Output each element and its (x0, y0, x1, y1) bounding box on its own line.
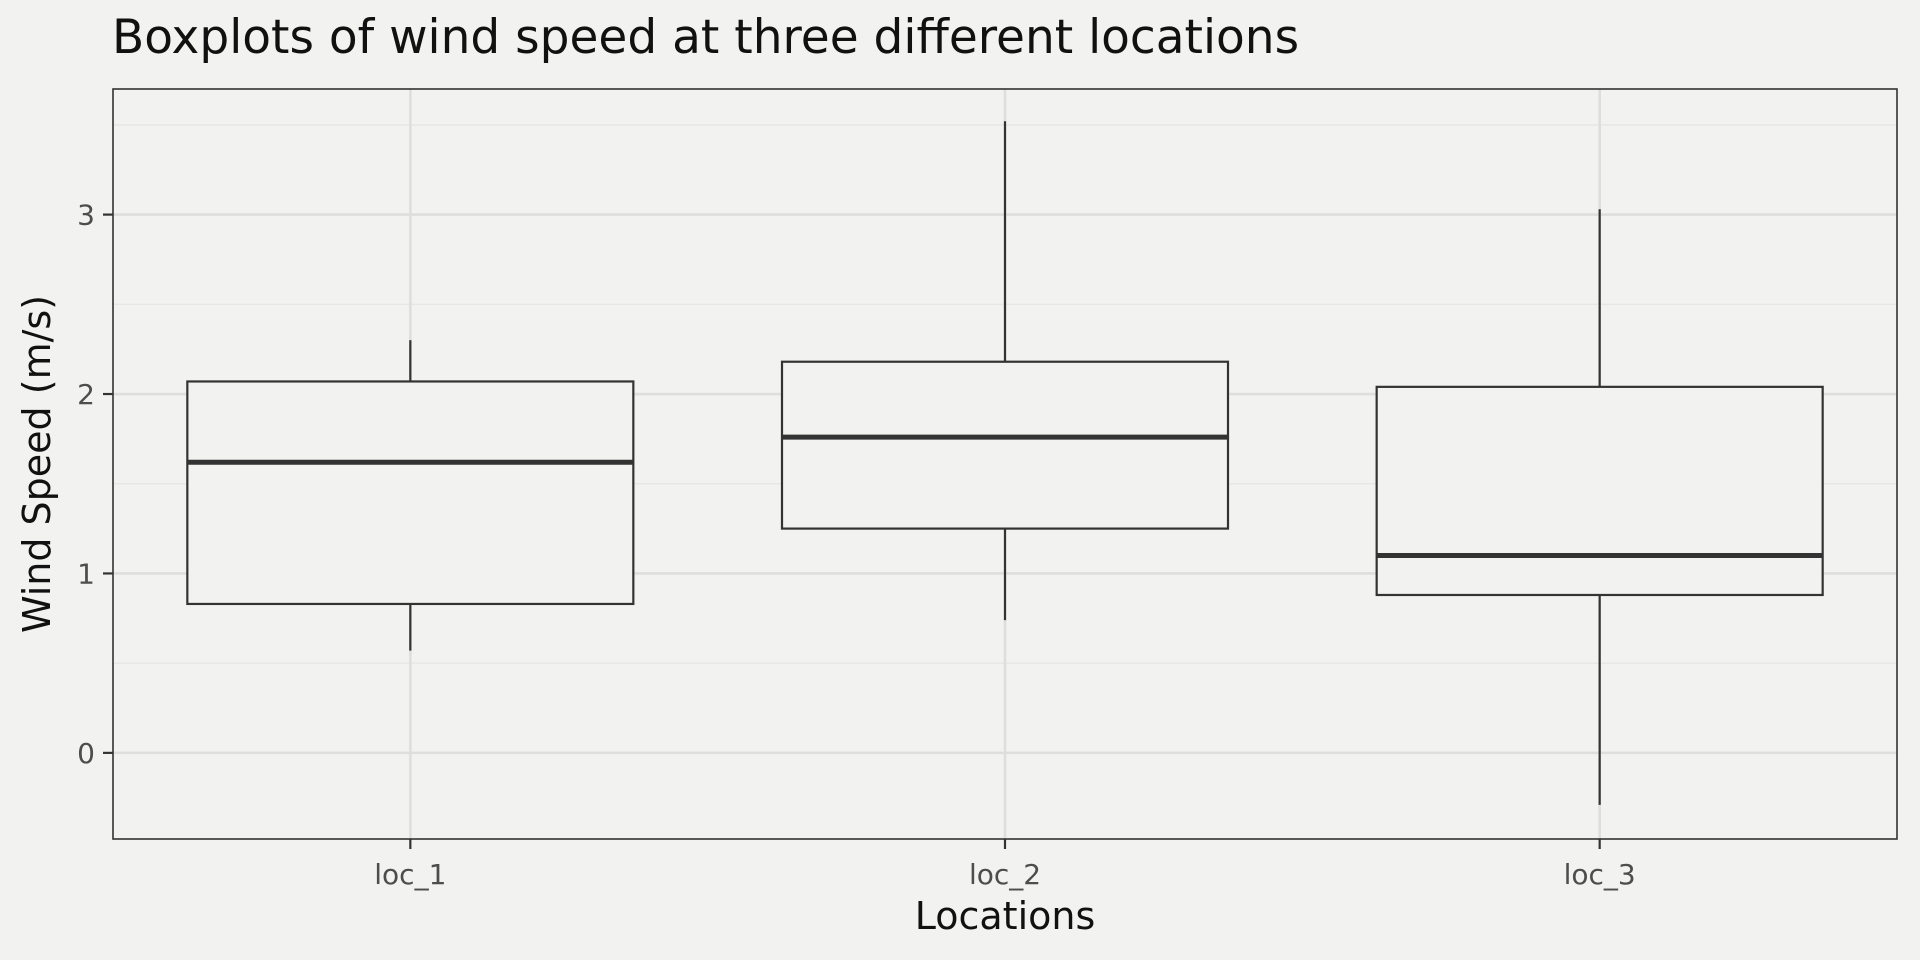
y-tick-label: 3 (77, 199, 95, 232)
x-axis-title: Locations (915, 894, 1096, 938)
box-loc_2 (780, 121, 1230, 621)
chart-title: Boxplots of wind speed at three differen… (112, 10, 1300, 65)
x-tick-label: loc_1 (374, 858, 446, 891)
box-loc_1 (186, 340, 635, 651)
y-tick-label: 1 (77, 557, 95, 590)
y-axis-title: Wind Speed (m/s) (15, 295, 59, 633)
y-tick-label: 2 (77, 378, 95, 411)
iqr-box (1375, 385, 1824, 597)
boxes-layer (186, 121, 1824, 805)
axes-layer: 0 1 2 3 loc_1 loc_2 loc_3 (77, 199, 1636, 891)
iqr-box (186, 380, 635, 606)
box-loc_3 (1375, 209, 1824, 805)
iqr-box (780, 360, 1230, 530)
x-tick-label: loc_2 (969, 858, 1041, 891)
y-tick-label: 0 (77, 737, 95, 770)
x-tick-label: loc_3 (1564, 858, 1636, 891)
